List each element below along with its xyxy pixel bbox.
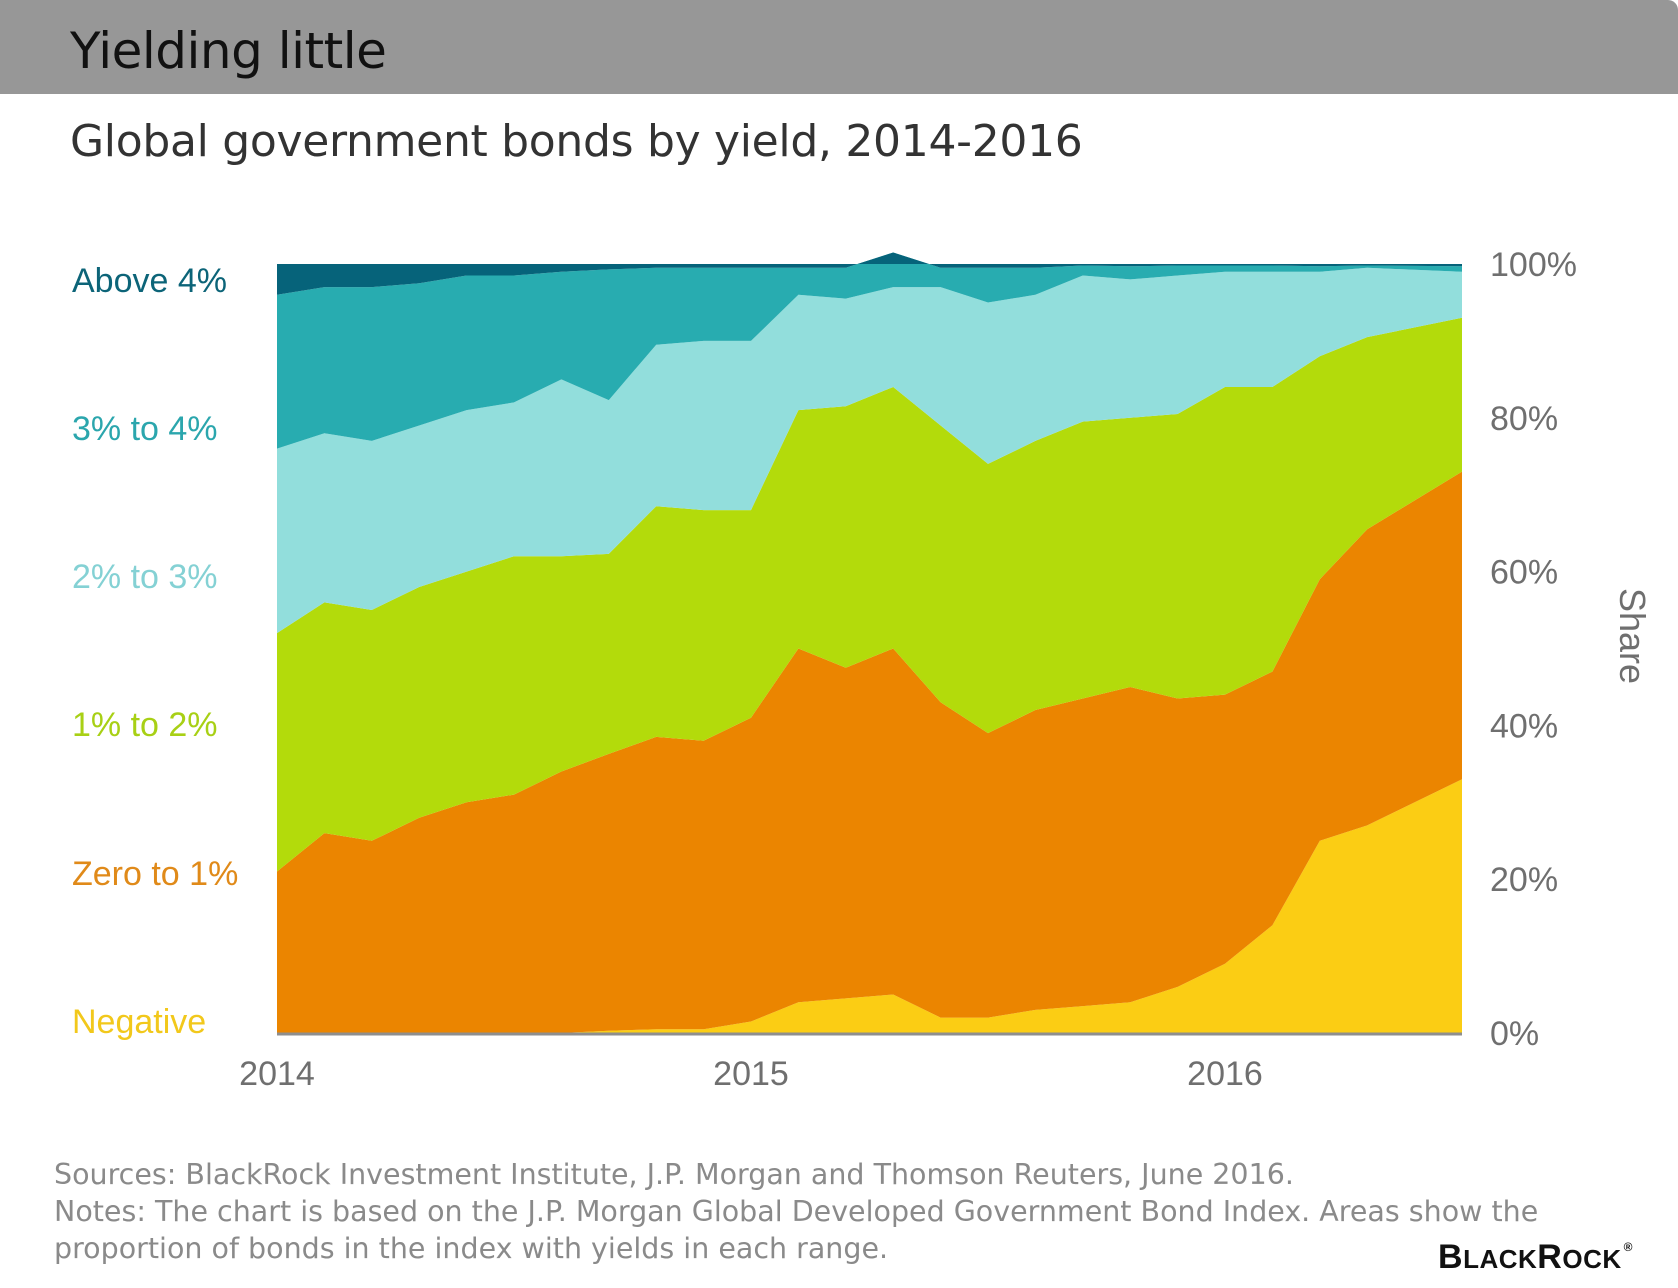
y-tick-60: 60% xyxy=(1490,554,1558,592)
x-tick-2014: 2014 xyxy=(239,1055,315,1093)
legend-item-zero-to-1: Zero to 1% xyxy=(72,855,239,893)
logo-registered-mark: ® xyxy=(1623,1240,1633,1254)
logo-letters-ock: OCK xyxy=(1562,1244,1622,1274)
y-tick-labels: 0% 20% 40% 60% 80% 100% xyxy=(1490,246,1577,1053)
x-tick-2015: 2015 xyxy=(713,1055,789,1093)
area-2-to-3 xyxy=(277,267,1462,634)
area-series-group xyxy=(277,252,1462,1034)
chart-title: Yielding little xyxy=(70,22,387,80)
notes-text-line1: Notes: The chart is based on the J.P. Mo… xyxy=(54,1195,1539,1228)
y-tick-40: 40% xyxy=(1490,707,1558,745)
logo-letter-r: R xyxy=(1537,1238,1563,1276)
legend-item-2-to-3: 2% to 3% xyxy=(72,558,218,596)
x-tick-labels: 2014 2015 2016 xyxy=(239,1055,1263,1093)
stacked-area-chart: 2014 2015 2016 0% 20% 40% 60% 80% 100% Share xyxy=(239,246,1653,1093)
y-tick-0: 0% xyxy=(1490,1015,1539,1053)
logo-letters-lack: LACK xyxy=(1463,1244,1538,1274)
area-1-to-2 xyxy=(277,317,1462,872)
blackrock-logo: BLACKROCK ® xyxy=(1438,1238,1633,1277)
x-tick-2016: 2016 xyxy=(1187,1055,1263,1093)
legend-item-1-to-2: 1% to 2% xyxy=(72,706,218,744)
y-tick-100: 100% xyxy=(1490,246,1577,284)
sources-text: Sources: BlackRock Investment Institute,… xyxy=(54,1158,1294,1191)
chart-subtitle: Global government bonds by yield, 2014-2… xyxy=(70,116,1083,167)
legend-item-3-to-4: 3% to 4% xyxy=(72,410,218,448)
notes-text-line2: proportion of bonds in the index with yi… xyxy=(54,1232,889,1265)
y-axis-label: Share xyxy=(1612,588,1653,684)
logo-letter-b: B xyxy=(1438,1238,1464,1276)
legend-item-above-4: Above 4% xyxy=(72,262,227,300)
title-bar: Yielding little xyxy=(0,0,1678,94)
footnotes: Sources: BlackRock Investment Institute,… xyxy=(54,1156,1614,1267)
y-tick-80: 80% xyxy=(1490,400,1558,438)
area-3-to-4 xyxy=(277,252,1462,449)
area-above-4 xyxy=(277,252,1462,295)
area-negative xyxy=(277,779,1462,1033)
area-zero-to-1 xyxy=(277,471,1462,1034)
legend-item-negative: Negative xyxy=(72,1003,207,1041)
y-tick-20: 20% xyxy=(1490,861,1558,899)
